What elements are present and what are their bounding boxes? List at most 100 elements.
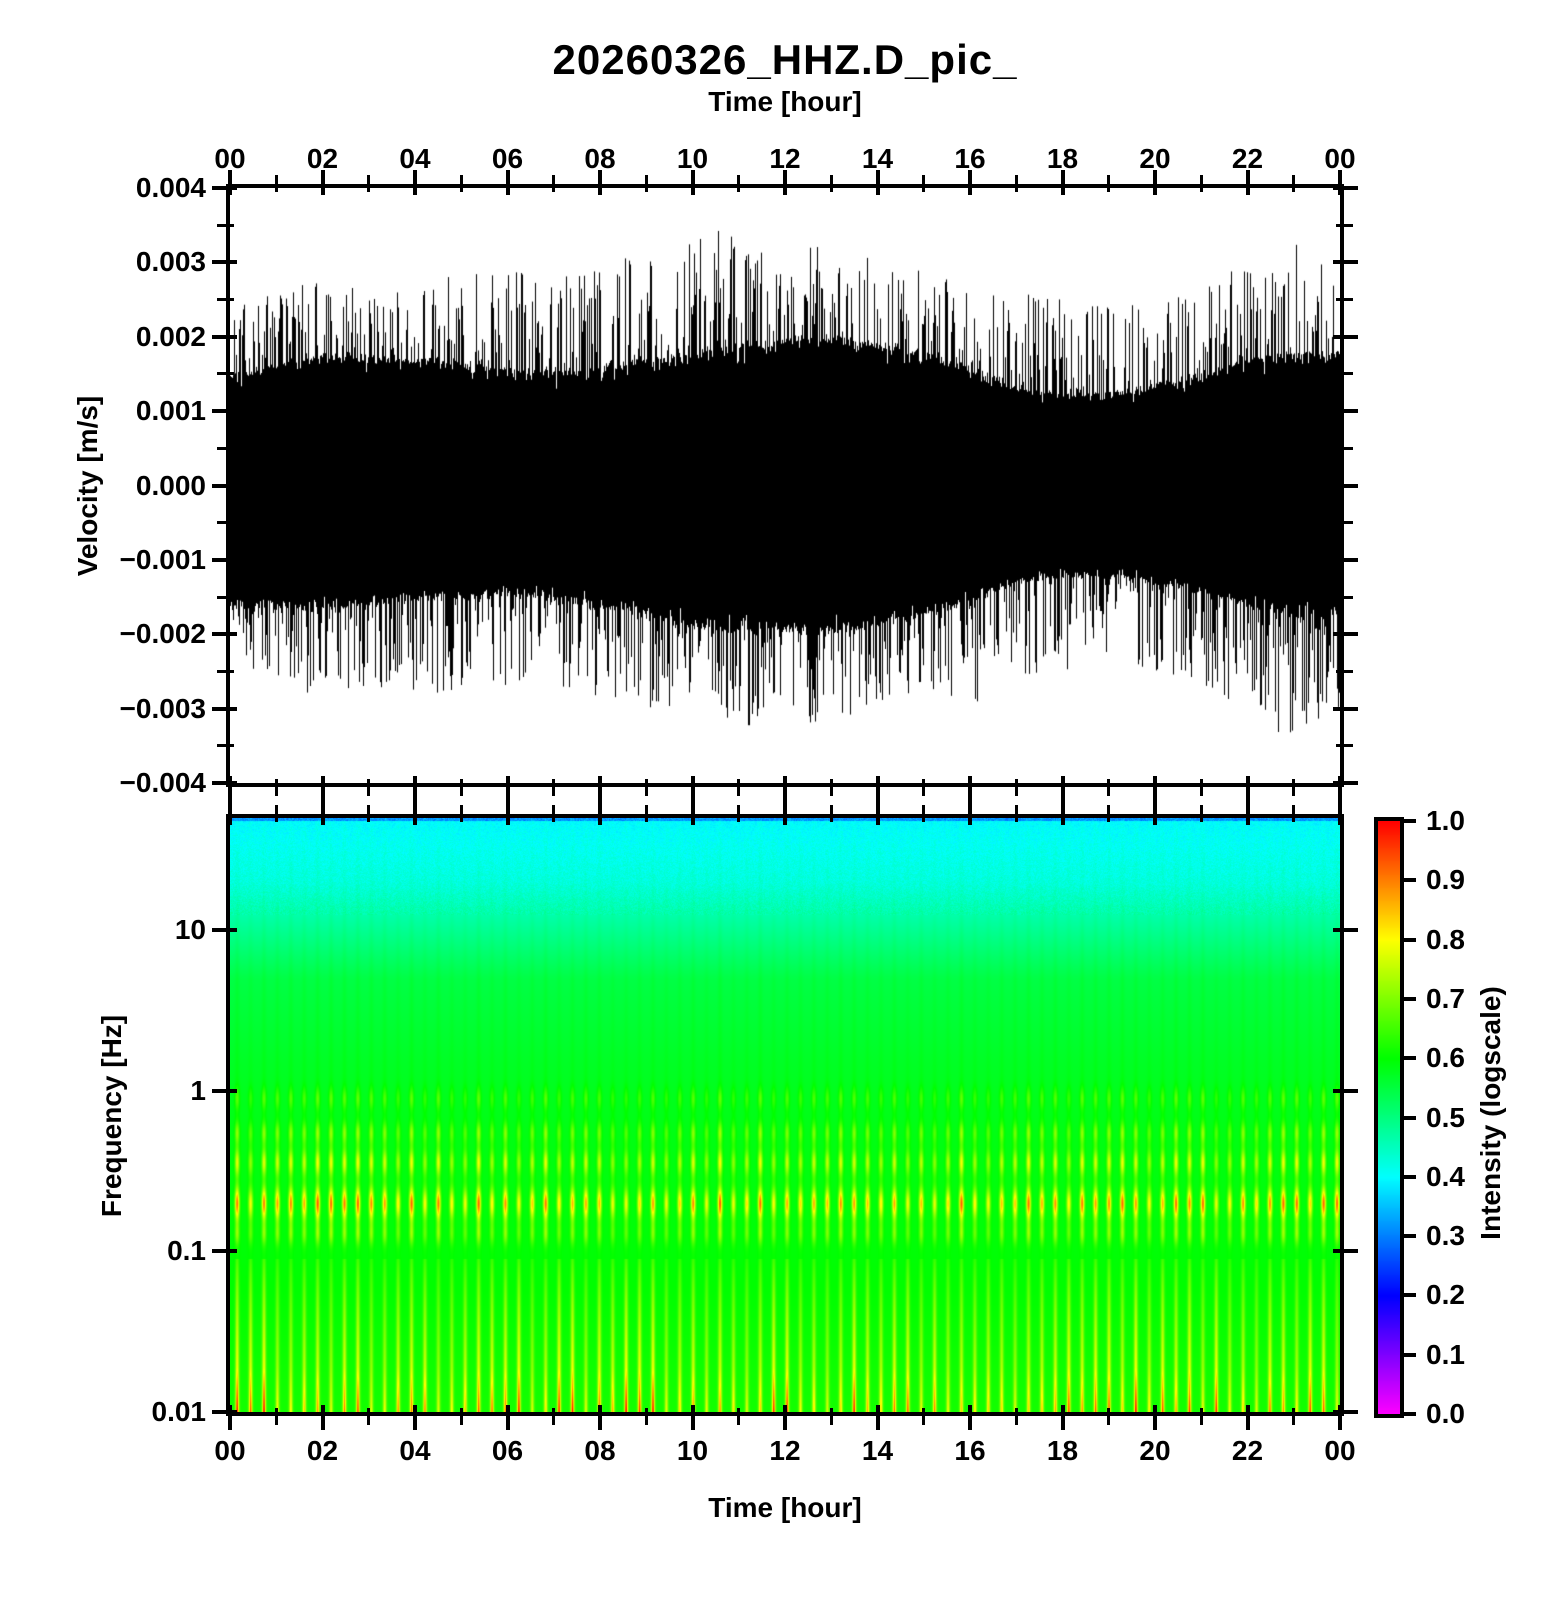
tick-mark — [1107, 175, 1111, 192]
tick-mark — [212, 483, 237, 488]
tick-mark — [1338, 1405, 1342, 1430]
tick-mark — [413, 776, 417, 801]
tick-mark — [212, 186, 237, 190]
tick-mark — [1333, 557, 1358, 562]
tick-mark — [552, 805, 556, 822]
tick-mark — [644, 1408, 648, 1425]
tick-label: 00 — [1324, 1435, 1356, 1466]
tick-mark — [274, 1408, 278, 1425]
tick-mark — [1292, 1408, 1296, 1425]
tick-mark — [690, 776, 695, 801]
tick-mark — [1400, 1056, 1416, 1061]
tick-mark — [552, 175, 556, 192]
tick-label: 0.003 — [135, 246, 206, 278]
tick-label: 1.0 — [1426, 805, 1465, 836]
tick-mark — [505, 1405, 510, 1430]
tick-mark — [320, 1405, 325, 1430]
tick-mark — [1336, 744, 1353, 748]
tick-label: 1 — [190, 1074, 206, 1106]
tick-mark — [1338, 776, 1342, 801]
tick-mark — [413, 1405, 417, 1430]
tick-mark — [1333, 1410, 1358, 1414]
tick-mark — [1245, 776, 1250, 801]
tick-mark — [459, 1408, 463, 1425]
tick-mark — [690, 800, 695, 825]
tick-mark — [968, 800, 972, 825]
tick-mark — [1014, 805, 1018, 822]
tick-mark — [1338, 170, 1342, 195]
tick-label: 10 — [676, 1435, 709, 1466]
tick-label: 12 — [769, 1435, 801, 1466]
tick-label: 00 — [214, 1435, 246, 1466]
tick-label: 20 — [1139, 143, 1171, 174]
tick-mark — [413, 800, 417, 825]
tick-mark — [1400, 1293, 1416, 1298]
tick-mark — [212, 1088, 237, 1093]
tick-mark — [1199, 175, 1203, 192]
tick-mark — [217, 669, 234, 673]
tick-mark — [1336, 446, 1353, 450]
tick-label: 20 — [1139, 1435, 1171, 1466]
tick-mark — [1153, 1405, 1157, 1430]
tick-label: 0.1 — [167, 1235, 206, 1267]
tick-label: 0.2 — [1426, 1279, 1465, 1311]
tick-label: 18 — [1046, 1435, 1079, 1466]
tick-mark — [505, 170, 510, 195]
bottom-axis-label: Time [hour] — [708, 1492, 862, 1523]
tick-label: 0.3 — [1426, 1220, 1465, 1252]
tick-mark — [212, 1410, 237, 1414]
tick-mark — [783, 170, 787, 195]
tick-mark — [737, 1408, 741, 1425]
tick-mark — [598, 800, 602, 825]
tick-mark — [1333, 928, 1358, 933]
tick-mark — [1336, 669, 1353, 673]
tick-mark — [1199, 779, 1203, 796]
tick-mark — [1400, 1412, 1416, 1416]
tick-mark — [922, 805, 926, 822]
tick-mark — [1292, 779, 1296, 796]
tick-mark — [783, 1405, 787, 1430]
tick-mark — [217, 744, 234, 748]
tick-mark — [875, 800, 880, 825]
tick-label: 0.000 — [135, 469, 206, 501]
tick-label: 00 — [1324, 143, 1356, 174]
tick-mark — [1336, 298, 1353, 302]
tick-mark — [274, 805, 278, 822]
tick-label: 22 — [1231, 143, 1264, 174]
tick-label: 0.01 — [151, 1396, 207, 1427]
tick-label: 0.9 — [1426, 864, 1465, 896]
tick-mark — [1400, 819, 1416, 823]
tick-mark — [1333, 483, 1358, 488]
tick-mark — [217, 223, 234, 227]
tick-mark — [505, 800, 510, 825]
tick-mark — [1199, 1408, 1203, 1425]
page-title: 20260326_HHZ.D_pic_ — [552, 36, 1018, 83]
tick-mark — [212, 334, 237, 339]
tick-mark — [1333, 1249, 1358, 1254]
tick-mark — [1292, 175, 1296, 192]
tick-label: 0.7 — [1426, 982, 1465, 1014]
tick-mark — [737, 779, 741, 796]
tick-mark — [1333, 781, 1358, 785]
tick-label: 16 — [954, 1435, 986, 1466]
tick-mark — [217, 595, 234, 599]
tick-mark — [1107, 805, 1111, 822]
tick-label: 0.002 — [135, 320, 206, 352]
tick-label: −0.003 — [119, 692, 206, 724]
tick-label: 22 — [1231, 1435, 1264, 1466]
tick-mark — [1107, 1408, 1111, 1425]
tick-mark — [367, 779, 371, 796]
tick-label: 08 — [584, 1435, 616, 1466]
tick-mark — [1199, 805, 1203, 822]
tick-mark — [212, 260, 237, 265]
tick-mark — [922, 779, 926, 796]
tick-mark — [459, 779, 463, 796]
tick-mark — [1336, 223, 1353, 227]
tick-mark — [274, 175, 278, 192]
tick-mark — [552, 1408, 556, 1425]
tick-mark — [829, 779, 833, 796]
tick-mark — [644, 175, 648, 192]
tick-mark — [1153, 170, 1157, 195]
tick-mark — [1014, 779, 1018, 796]
